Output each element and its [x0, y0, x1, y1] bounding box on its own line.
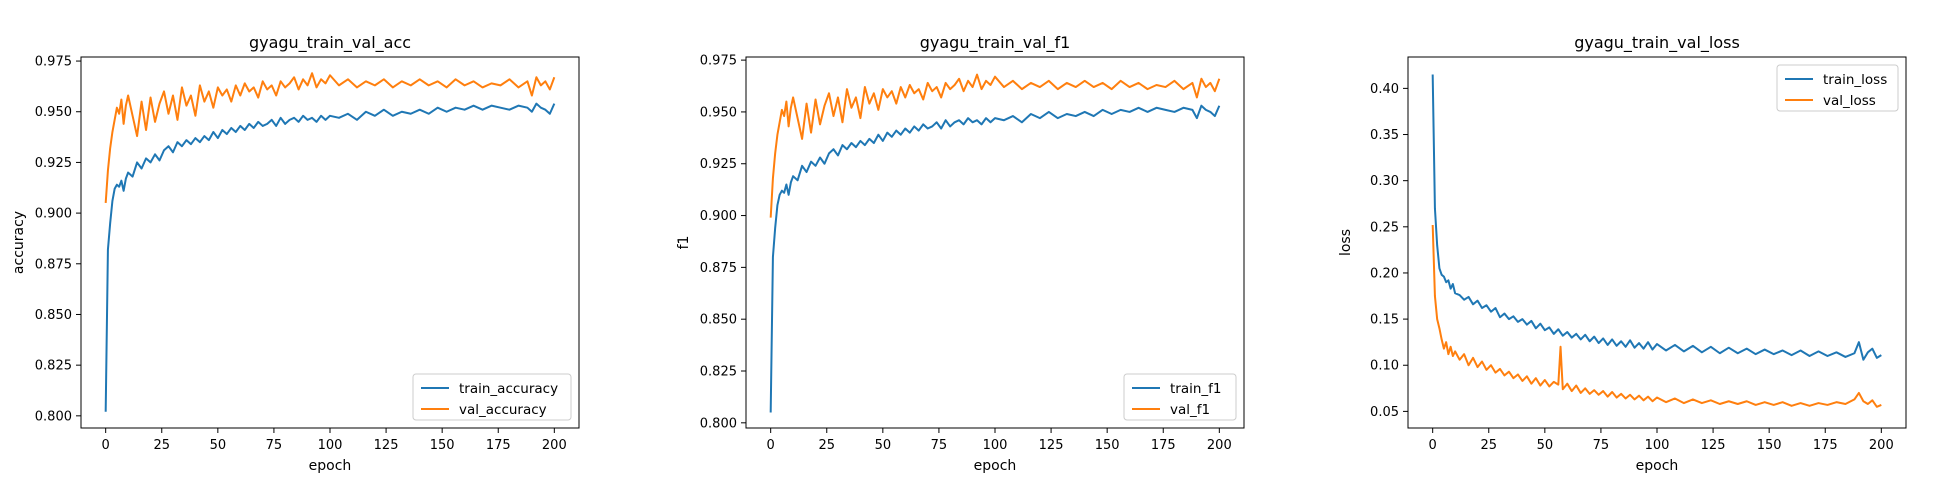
x-tick-label: 200	[542, 438, 567, 453]
legend: train_f1 val_f1	[1123, 373, 1237, 421]
y-tick-label: 0.950	[35, 105, 72, 120]
y-tick-label: 0.10	[1370, 359, 1399, 374]
x-tick-label: 175	[486, 438, 511, 453]
y-tick-label: 0.925	[700, 157, 737, 172]
x-tick-label: 25	[153, 438, 170, 453]
x-tick-label: 75	[931, 438, 948, 453]
y-tick-label: 0.05	[1370, 405, 1399, 420]
y-tick-label: 0.900	[35, 207, 72, 222]
series-line-train_loss	[1431, 74, 1882, 361]
y-tick-label: 0.850	[700, 313, 737, 328]
x-tick-label: 100	[983, 438, 1008, 453]
axes-frame	[745, 56, 1245, 429]
x-tick-label: 175	[1813, 438, 1838, 453]
chart-panel-1: 0 25 50 75 100 125 150 175 200 0.800 0.825 0.850 0.8…	[11, 33, 580, 474]
x-tick-label: 100	[318, 438, 343, 453]
x-tick-label: 150	[430, 438, 455, 453]
y-tick-label: 0.925	[35, 156, 72, 171]
y-tick-label: 0.15	[1370, 313, 1399, 328]
x-tick-label: 75	[1593, 438, 1610, 453]
x-tick-label: 50	[1537, 438, 1554, 453]
x-tick-label: 0	[102, 438, 110, 453]
y-tick-label: 0.850	[35, 308, 72, 323]
y-tick-label: 0.35	[1370, 128, 1399, 143]
y-tick-label: 0.25	[1370, 220, 1399, 235]
y-tick-label: 0.950	[700, 105, 737, 120]
legend-label-train_loss: train_loss	[1823, 72, 1887, 88]
y-tick-label: 0.900	[700, 209, 737, 224]
y-tick-label: 0.825	[35, 359, 72, 374]
y-tick-label: 0.800	[700, 416, 737, 431]
x-tick-label: 125	[374, 438, 399, 453]
y-tick-label: 0.875	[700, 261, 737, 276]
x-tick-label: 175	[1151, 438, 1176, 453]
series-line-val_accuracy	[104, 72, 556, 204]
chart-title: gyagu_train_val_f1	[920, 33, 1071, 53]
x-tick-label: 100	[1645, 438, 1670, 453]
x-tick-label: 50	[210, 438, 227, 453]
chart-panel-2: 0 25 50 75 100 125 150 175 200 0.800 0.825 0.850 0.8…	[676, 33, 1245, 474]
y-tick-label: 0.800	[35, 409, 72, 424]
y-axis-label: loss	[1338, 229, 1354, 256]
x-tick-label: 125	[1039, 438, 1064, 453]
y-tick-label: 0.20	[1370, 266, 1399, 281]
legend-label-val_f1: val_f1	[1170, 402, 1210, 418]
axes-frame	[80, 56, 580, 429]
x-axis-label: epoch	[974, 458, 1017, 474]
y-tick-label: 0.40	[1370, 82, 1399, 97]
series-line-train_f1	[769, 104, 1221, 413]
x-tick-label: 125	[1701, 438, 1726, 453]
y-axis-label: f1	[676, 236, 692, 250]
y-tick-label: 0.975	[35, 55, 72, 70]
x-tick-label: 150	[1757, 438, 1782, 453]
chart-panel-3: 0 25 50 75 100 125 150 175 200 0.05 0.10 0.15 0.20 0.…	[1338, 33, 1907, 474]
x-axis-label: epoch	[309, 458, 352, 474]
chart-title: gyagu_train_val_acc	[249, 33, 411, 53]
y-tick-label: 0.975	[700, 54, 737, 69]
chart-title: gyagu_train_val_loss	[1574, 33, 1740, 53]
legend: train_accuracy val_accuracy	[412, 373, 572, 421]
series-line-train_accuracy	[104, 102, 556, 412]
x-axis-label: epoch	[1636, 458, 1679, 474]
series-line-val_f1	[769, 73, 1221, 218]
series-line-val_loss	[1431, 224, 1882, 408]
x-tick-label: 0	[1429, 438, 1437, 453]
legend-label-train_f1: train_f1	[1170, 381, 1222, 397]
x-tick-label: 25	[1480, 438, 1497, 453]
legend-label-val_accuracy: val_accuracy	[459, 402, 547, 418]
y-tick-label: 0.875	[35, 257, 72, 272]
x-tick-label: 75	[266, 438, 283, 453]
x-tick-label: 200	[1207, 438, 1232, 453]
x-tick-label: 0	[767, 438, 775, 453]
y-tick-label: 0.825	[700, 365, 737, 380]
legend-label-val_loss: val_loss	[1823, 93, 1876, 109]
x-tick-label: 25	[818, 438, 835, 453]
legend: train_loss val_loss	[1776, 64, 1899, 112]
y-axis-label: accuracy	[11, 211, 27, 274]
legend-label-train_accuracy: train_accuracy	[459, 381, 558, 397]
y-tick-label: 0.30	[1370, 174, 1399, 189]
x-tick-label: 50	[875, 438, 892, 453]
x-tick-label: 150	[1095, 438, 1120, 453]
legend-box	[412, 373, 572, 421]
axes-frame	[1407, 56, 1907, 429]
x-tick-label: 200	[1869, 438, 1894, 453]
